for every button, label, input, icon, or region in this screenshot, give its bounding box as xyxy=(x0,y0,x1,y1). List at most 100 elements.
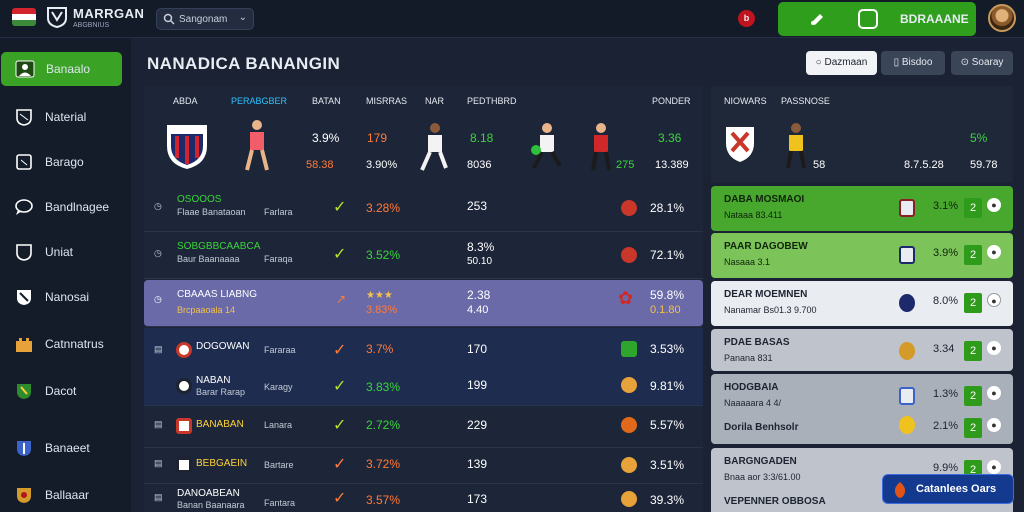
market-pct: 8.0% xyxy=(933,295,959,307)
market-odds-box[interactable]: 2 xyxy=(964,293,982,313)
odds-number: 8.3% xyxy=(467,240,495,254)
header-button-3[interactable]: ⊙ Soaray xyxy=(951,51,1013,75)
table-row[interactable]: NABAN Barar Rarap Karagy ✓ 3.83% 199 9.8… xyxy=(144,362,703,406)
top-bar: MARRGAN ABGBNIUS Sangonam ⌄ b BDRAAANE xyxy=(0,0,1024,38)
table-row-featured[interactable]: ◷ CBAAAS LIABNG Brcpaaoala 14 ↗ ★★★ 3.83… xyxy=(144,280,703,327)
table-row[interactable]: ◷ SOBGBBCAABCA Baur Baanaaaa Faraqa ✓ 3.… xyxy=(144,232,703,279)
check-icon: ✓ xyxy=(333,490,347,507)
arrow-icon: ↗ xyxy=(336,292,347,306)
odds-number: 170 xyxy=(467,342,488,356)
end-percent: 3.53% xyxy=(650,342,685,356)
sidebar-item-3[interactable]: Bandlnagee xyxy=(0,190,131,224)
market-row[interactable]: HODGBAIA Naaaaara 4 4/ 1.3% 2 ● Dorila B… xyxy=(711,374,1013,444)
club-crest-icon xyxy=(899,387,915,405)
player-name: Farlara xyxy=(264,207,293,217)
column-header: ABDA xyxy=(173,96,198,106)
toggle-icon[interactable]: ● xyxy=(987,341,1001,355)
market-odds-box[interactable]: 2 xyxy=(964,245,982,265)
brand-name: MARRGAN xyxy=(73,6,145,21)
chat-button[interactable]: Catanlees Oars xyxy=(882,474,1014,504)
sidebar-item-0[interactable]: Banaalo xyxy=(1,52,122,86)
toggle-icon[interactable]: ● xyxy=(987,245,1001,259)
team-name: NABAN xyxy=(196,375,231,386)
odds-number: 173 xyxy=(467,492,488,506)
odds-number: 2.38 xyxy=(467,288,491,302)
player-name: Fararaa xyxy=(264,345,296,355)
rose-icon: ✿ xyxy=(618,288,634,308)
market-odds-box[interactable]: 2 xyxy=(964,198,982,218)
column-header: PASSNOSE xyxy=(781,96,830,106)
market-odds-box[interactable]: 2 xyxy=(964,386,982,406)
player-name: Fantara xyxy=(264,498,296,508)
shield-icon xyxy=(16,244,32,261)
market-row[interactable]: PDAE BASAS Panana 831 3.34 2 ● xyxy=(711,329,1013,371)
column-header: PEDTHBRD xyxy=(467,96,517,106)
header-button-label: Soaray xyxy=(971,57,1004,68)
column-header: PONDER xyxy=(652,96,691,106)
check-icon: ✓ xyxy=(333,417,347,434)
club-badge-icon xyxy=(176,457,192,473)
toggle-icon[interactable]: ● xyxy=(987,198,1001,212)
column-header: NAR xyxy=(425,96,445,106)
sidebar-item-8[interactable]: Banaeet xyxy=(0,431,131,465)
toggle-icon[interactable]: ● xyxy=(987,460,1001,474)
flame-crest-icon xyxy=(894,482,906,498)
market-title: PDAE BASAS xyxy=(724,337,790,348)
shield-ribbon-icon xyxy=(17,290,31,305)
team-crest-icon xyxy=(167,125,207,169)
sidebar-item-6[interactable]: Catnnatrus xyxy=(0,327,131,361)
page-title: NANADICA BANANGIN xyxy=(147,54,341,73)
player-figure-icon xyxy=(786,123,806,169)
player-name: Karagy xyxy=(264,382,293,392)
toggle-icon[interactable]: ● xyxy=(987,293,1001,307)
column-header: MISRRAS xyxy=(366,96,408,106)
toggle-icon[interactable]: ● xyxy=(987,386,1001,400)
table-row[interactable]: ◷ OSOOOS Flaae Banataoan Farlara ✓ 3.28%… xyxy=(144,185,703,232)
team-sub: Brcpaaoala 14 xyxy=(177,305,236,315)
green-crest-icon xyxy=(17,384,31,399)
calendar-icon: ▤ xyxy=(154,458,163,468)
hungary-flag-icon xyxy=(12,8,36,26)
deposit-button[interactable]: BDRAAANE xyxy=(778,2,976,36)
sidebar-item-1[interactable]: Naterial xyxy=(0,100,131,134)
team-sub: Baur Baanaaaa xyxy=(177,254,240,264)
market-title: HODGBAIA xyxy=(724,382,779,393)
sidebar-item-7[interactable]: Dacot xyxy=(0,374,131,408)
club-crest-icon xyxy=(899,294,915,312)
sidebar-item-4[interactable]: Uniat xyxy=(0,235,131,269)
hero-value: 8.18 xyxy=(470,131,494,145)
brand-logo-icon[interactable] xyxy=(46,6,68,28)
search-select[interactable]: Sangonam ⌄ xyxy=(156,8,254,30)
market-odds-box[interactable]: 2 xyxy=(964,418,982,438)
market-title: DABA MOSMAOI xyxy=(724,194,805,205)
user-avatar[interactable] xyxy=(988,4,1016,32)
sidebar-item-9[interactable]: Ballaaar xyxy=(0,478,131,512)
calendar-icon: ▤ xyxy=(154,492,163,502)
player-figure-icon xyxy=(531,123,562,169)
market-row[interactable]: DABA MOSMAOI Nataaa 83.411 3.1% 2 ● xyxy=(711,186,1013,231)
club-badge-icon xyxy=(621,491,637,507)
sidebar-item-label: Banaeet xyxy=(45,441,90,455)
table-row[interactable]: ▤ DANOABEAN Banan Baanaara Fantara ✓ 3.5… xyxy=(144,484,703,512)
player-figure-icon xyxy=(245,120,269,171)
odds-percent: 3.28% xyxy=(366,201,401,215)
header-button-1[interactable]: ○ Dazmaan xyxy=(806,51,877,75)
market-row[interactable]: PAAR DAGOBEW Nasaaa 3.1 3.9% 2 ● xyxy=(711,233,1013,278)
table-row[interactable]: ▤ BEBGAEIN Bartare ✓ 3.72% 139 3.51% xyxy=(144,448,703,484)
odds-number-secondary: 50.10 xyxy=(467,256,493,267)
sidebar-item-5[interactable]: Nanosai xyxy=(0,280,131,314)
sidebar-item-2[interactable]: Barago xyxy=(0,145,131,179)
market-pct: 3.34 xyxy=(933,343,955,355)
market-row[interactable]: DEAR MOEMNEN Nanamar Bs01.3 9.700 8.0% 2… xyxy=(711,281,1013,326)
hero-value: 8036 xyxy=(467,159,492,171)
end-percent: 28.1% xyxy=(650,201,685,215)
deposit-label: BDRAAANE xyxy=(900,12,969,26)
sidebar-item-label: Naterial xyxy=(45,110,87,124)
market-odds-box[interactable]: 2 xyxy=(964,341,982,361)
table-row[interactable]: ▤ BANABAN Lanara ✓ 2.72% 229 5.57% xyxy=(144,406,703,448)
end-secondary: 0.1.80 xyxy=(650,304,681,316)
notification-badge[interactable]: b xyxy=(738,10,755,27)
header-button-2[interactable]: ▯ Bisdoo xyxy=(881,51,945,75)
toggle-icon[interactable]: ● xyxy=(987,418,1001,432)
